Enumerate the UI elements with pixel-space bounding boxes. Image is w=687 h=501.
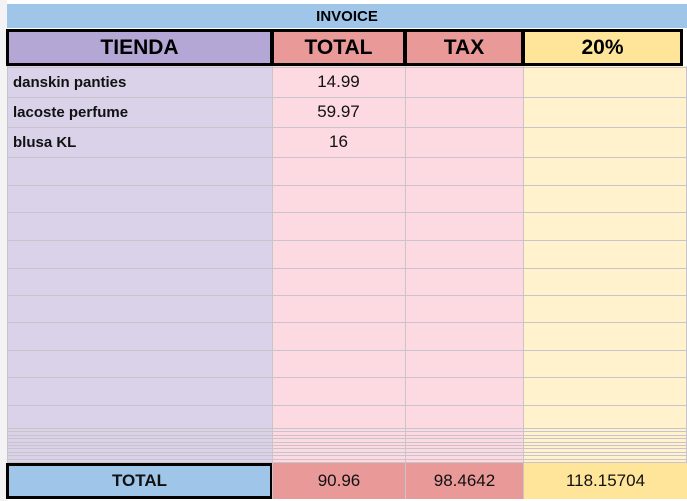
item-cell: blusa KL: [13, 133, 77, 151]
row-line: [7, 462, 687, 463]
title-banner: INVOICE: [7, 4, 687, 28]
row-line: [7, 405, 687, 406]
row-line: [7, 350, 687, 351]
column-bg: [7, 66, 272, 463]
row-line: [7, 127, 687, 128]
row-line: [7, 428, 687, 429]
footer-cell: 98.4642: [405, 463, 523, 499]
col-line: [523, 66, 524, 463]
row-line: [7, 442, 687, 443]
footer-cell: TOTAL: [6, 463, 273, 499]
row-line: [7, 295, 687, 296]
column-bg: [523, 66, 687, 463]
row-line: [7, 438, 687, 439]
row-line: [7, 268, 687, 269]
row-line: [7, 459, 687, 460]
row-line: [7, 212, 687, 213]
row-line: [7, 185, 687, 186]
footer-cell: 118.15704: [523, 463, 687, 499]
total-cell: 59.97: [317, 102, 360, 121]
gutter: [0, 0, 7, 501]
row-line: [7, 445, 687, 446]
col-line: [272, 66, 273, 463]
row-line: [7, 435, 687, 436]
row-line: [7, 431, 687, 432]
total-cell: 16: [329, 132, 348, 151]
column-bg: [272, 66, 405, 463]
row-line: [7, 322, 687, 323]
column-bg: [405, 66, 523, 463]
column-header: TOTAL: [271, 29, 406, 66]
row-line: [7, 455, 687, 456]
item-cell: lacoste perfume: [13, 103, 129, 121]
item-cell: danskin panties: [13, 73, 127, 91]
row-line: [7, 67, 687, 68]
row-line: [7, 448, 687, 449]
col-line: [405, 66, 406, 463]
row-line: [7, 97, 687, 98]
row-line: [7, 452, 687, 453]
col-line: [7, 66, 8, 463]
column-header: 20%: [522, 29, 683, 66]
column-header: TIENDA: [6, 29, 273, 66]
row-line: [7, 240, 687, 241]
row-line: [7, 377, 687, 378]
total-cell: 14.99: [317, 72, 360, 91]
row-line: [7, 157, 687, 158]
footer-cell: 90.96: [272, 463, 405, 499]
column-header: TAX: [404, 29, 524, 66]
